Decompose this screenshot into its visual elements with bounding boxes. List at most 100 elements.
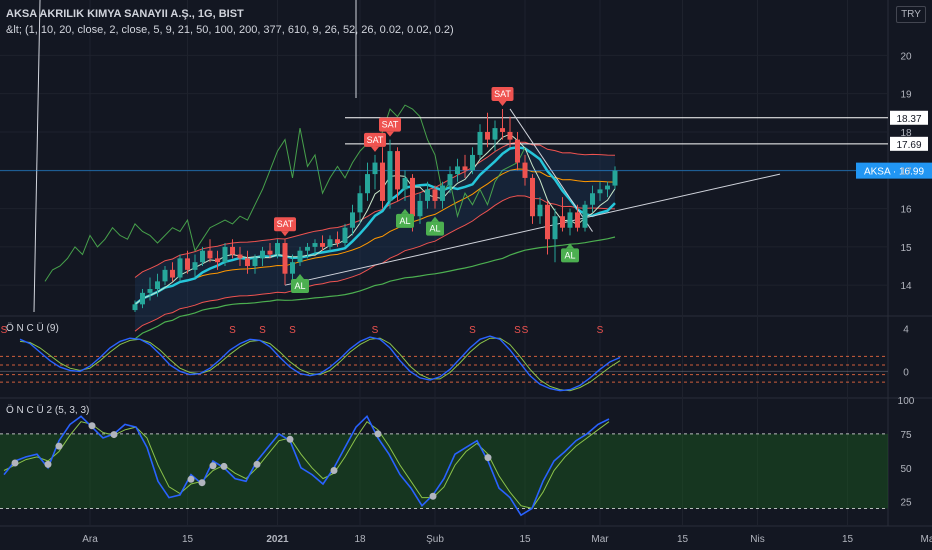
sat-signal-bg xyxy=(379,117,401,132)
al-signal-label: AL xyxy=(294,281,305,291)
time-tick-label: 18 xyxy=(354,534,366,545)
sat-signal-bg xyxy=(364,132,386,147)
bollinger-fill xyxy=(135,142,615,332)
candle-body xyxy=(147,289,153,293)
candle-body xyxy=(237,254,243,259)
osc1-s-marker: S xyxy=(259,325,266,336)
osc1-s-marker: S xyxy=(514,325,521,336)
al-signal-label: AL xyxy=(429,224,440,234)
candle-body xyxy=(342,227,348,244)
candle-body xyxy=(575,212,580,228)
candle-body xyxy=(215,258,220,263)
osc1-signal-line xyxy=(19,337,621,392)
al-signal-pointer xyxy=(401,208,409,214)
osc2-cross-dot xyxy=(374,430,382,438)
osc1-s-marker: S xyxy=(469,325,476,336)
candle-body xyxy=(530,177,535,217)
osc2-cross-dot xyxy=(330,466,338,474)
al-signal-bg xyxy=(426,221,444,236)
osc1-s-marker: S xyxy=(597,325,604,336)
candle-body xyxy=(440,185,445,201)
candle-body xyxy=(335,239,340,244)
sat-signal-label: SAT xyxy=(494,89,511,99)
price-axis: 18.37 17.69 AKSA · 16.99 14 15 16 17 18 19 20 0 4 25… xyxy=(856,51,932,509)
sat-signal-bg xyxy=(274,217,296,232)
candle-body xyxy=(590,193,595,205)
time-tick-label: 15 xyxy=(677,534,689,545)
candle-body xyxy=(140,292,145,305)
candle-body xyxy=(327,239,333,247)
candle-body xyxy=(395,151,400,190)
symbol-title: AKSA AKRILIK KIMYA SANAYII A.Ş., 1G, BIS… xyxy=(6,8,244,20)
time-tick-label: Ara xyxy=(82,534,98,545)
candles xyxy=(132,108,618,312)
candle-body xyxy=(605,185,610,190)
osc2-title: Ö N C Ü 2 (5, 3, 3) xyxy=(6,405,90,416)
candle-body xyxy=(162,269,168,282)
sat-signal-pointer xyxy=(371,146,379,152)
candle-body xyxy=(485,131,490,140)
grid-lines xyxy=(0,0,932,527)
sat-signal-bg xyxy=(491,86,514,101)
al-signal-label: AL xyxy=(564,250,575,260)
osc2-tick-label: 50 xyxy=(900,464,912,475)
ma-50 xyxy=(134,236,616,340)
candle-body xyxy=(560,216,565,228)
sat-signal-label: SAT xyxy=(367,135,384,145)
price-tick-label: 14 xyxy=(900,281,912,292)
candle-body xyxy=(297,250,303,263)
candle-body xyxy=(447,174,453,186)
osc2-cross-dot xyxy=(198,479,206,487)
osc2-cross-dot xyxy=(44,460,52,468)
candle-body xyxy=(500,128,505,132)
osc2-cross-dot xyxy=(286,435,294,443)
osc2-cross-dot xyxy=(429,492,437,500)
osc2-cross-dot xyxy=(110,431,118,439)
sat-signal-pointer xyxy=(498,100,507,106)
osc1-s-marker: S xyxy=(289,325,296,336)
al-signal-bg xyxy=(561,248,579,263)
osc1-tick-label: 4 xyxy=(903,325,909,336)
candle-body xyxy=(192,262,198,270)
candle-body xyxy=(545,204,550,240)
ma-21 xyxy=(134,168,616,305)
candle-body xyxy=(170,269,175,278)
indicator-params: &lt; (1, 10, 20, close, 2, close, 5, 9, … xyxy=(6,24,454,36)
candle-body xyxy=(252,258,258,267)
time-axis: Ara15202118Şub15Mar15Nis15MayHaz xyxy=(82,534,932,545)
osc1-s-marker: S xyxy=(522,325,529,336)
candle-body xyxy=(372,162,378,175)
candle-body xyxy=(582,204,588,228)
candle-body xyxy=(222,246,228,263)
osc2-cross-dot xyxy=(55,442,63,450)
candle-body xyxy=(200,250,205,263)
candle-body xyxy=(357,193,363,213)
time-tick-label: 15 xyxy=(519,534,531,545)
candle-body xyxy=(462,166,468,171)
osc2-tick-label: 25 xyxy=(900,498,912,509)
osc2-cross-dot xyxy=(11,459,19,467)
price-tick-label: 19 xyxy=(900,90,912,101)
osc1-main-line xyxy=(19,335,621,392)
candle-body xyxy=(410,177,415,217)
candle-body xyxy=(470,154,475,171)
symbol-line: AKSA AKRILIK KIMYA SANAYII A.Ş., 1G, BIS… xyxy=(6,8,244,20)
candle-body xyxy=(230,246,235,255)
candle-body xyxy=(260,250,265,259)
osc2-tick-label: 75 xyxy=(900,430,912,441)
candle-body xyxy=(507,131,513,140)
sat-signal-label: SAT xyxy=(382,120,399,130)
osc2-main-line xyxy=(3,414,610,517)
time-tick-label: Şub xyxy=(426,534,444,545)
level-label-bg xyxy=(890,136,928,151)
candle-body xyxy=(380,162,385,201)
osc1-tick-label: 0 xyxy=(903,367,909,378)
currency-button[interactable]: TRY xyxy=(896,6,926,23)
candle-body xyxy=(207,250,213,259)
candle-body xyxy=(275,243,280,255)
candle-body xyxy=(155,281,160,290)
candle-body xyxy=(320,243,325,247)
signal-markers: SAT SAT SAT SAT AL AL AL AL xyxy=(274,86,579,294)
